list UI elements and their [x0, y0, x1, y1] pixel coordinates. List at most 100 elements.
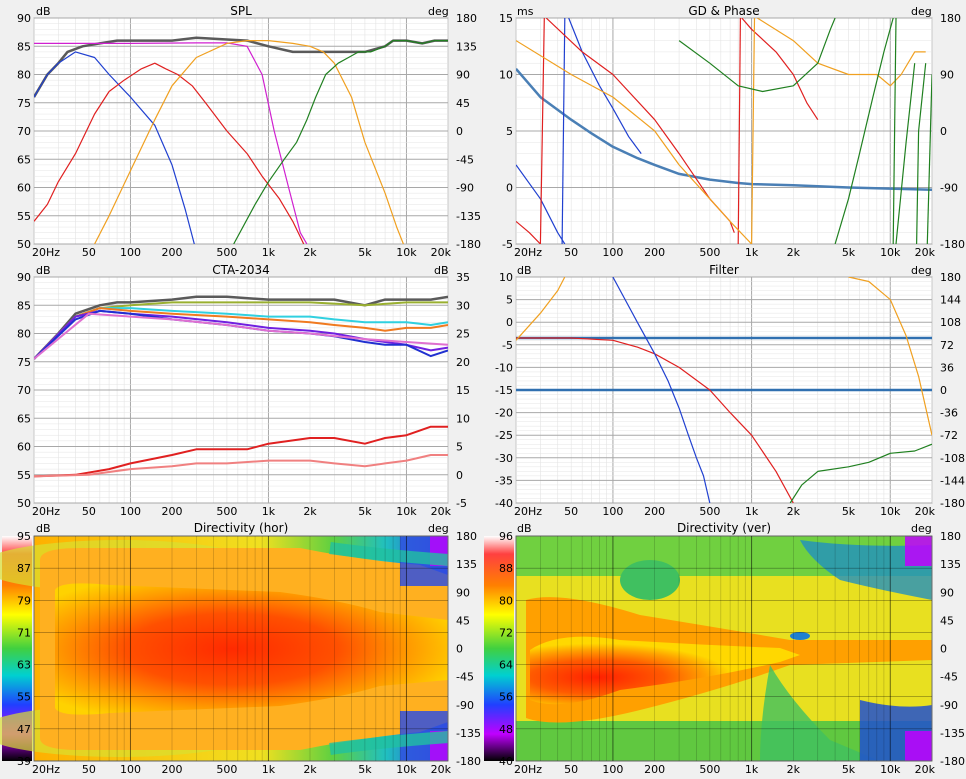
y-left-tick-label: 95 [17, 530, 31, 543]
series-line-0 [516, 67, 932, 192]
y-left-tick-label: 80 [17, 69, 31, 82]
dir-hor-right-unit: deg [428, 522, 449, 535]
x-tick-label: 5k [842, 505, 856, 518]
y-left-tick-label: 0 [506, 316, 513, 329]
cta-series [34, 295, 448, 478]
y-right-tick-label: -180 [940, 497, 965, 510]
x-tick-label: 10k [880, 763, 901, 776]
y-left-tick-label: -5 [502, 238, 513, 251]
gd-left-unit: ms [517, 5, 534, 18]
y-left-tick-label: 79 [17, 594, 31, 607]
x-tick-label: 200 [162, 246, 183, 259]
y-right-tick-label: 45 [456, 97, 470, 110]
x-tick-label: 200 [644, 505, 665, 518]
x-tick-label: 5k [842, 246, 856, 259]
y-right-tick-label: 108 [940, 316, 961, 329]
cta-left-unit: dB [36, 264, 51, 277]
x-tick-label: 500 [216, 763, 237, 776]
y-right-tick-label: 180 [940, 530, 961, 543]
y-left-tick-label: 56 [499, 691, 513, 704]
filter-series [516, 277, 932, 503]
y-left-tick-label: 72 [499, 626, 513, 639]
x-tick-label: 5k [358, 505, 372, 518]
y-right-tick-label: -108 [940, 452, 965, 465]
x-tick-label: 500 [216, 246, 237, 259]
dir-ver-right-unit: deg [911, 522, 932, 535]
cta2034-chart: CTA-2034 dB dB 9085807570656055503530252… [17, 263, 470, 518]
x-tick-label: 100 [120, 505, 141, 518]
x-tick-label: 200 [162, 763, 183, 776]
y-right-tick-label: 144 [940, 294, 961, 307]
x-tick-label: 500 [216, 505, 237, 518]
y-left-tick-label: 47 [17, 723, 31, 736]
dir-hor-heatmap [0, 536, 449, 761]
y-right-tick-label: -135 [456, 210, 481, 223]
y-left-tick-label: 85 [17, 299, 31, 312]
y-right-tick-label: 15 [456, 384, 470, 397]
y-right-tick-label: 90 [456, 69, 470, 82]
x-tick-label: 20Hz [514, 246, 542, 259]
series-line-3 [34, 62, 305, 244]
y-right-tick-label: -180 [456, 755, 481, 768]
y-right-tick-label: 35 [456, 271, 470, 284]
x-tick-label: 50 [82, 763, 96, 776]
x-tick-label: 20Hz [32, 763, 60, 776]
filter-ticks: 1050-5-10-15-20-25-30-35-401801441087236… [495, 271, 965, 518]
y-right-tick-label: 0 [456, 125, 463, 138]
dir-hor-left-unit: dB [36, 522, 51, 535]
x-tick-label: 2k [787, 246, 801, 259]
x-tick-label: 500 [699, 246, 720, 259]
x-tick-label: 50 [564, 246, 578, 259]
x-tick-label: 20k [431, 763, 452, 776]
y-right-tick-label: -5 [456, 497, 467, 510]
y-right-tick-label: 135 [940, 558, 961, 571]
y-right-tick-label: 45 [456, 614, 470, 627]
series-line-15 [895, 63, 916, 244]
x-tick-label: 1k [262, 246, 276, 259]
x-tick-label: 100 [120, 763, 141, 776]
y-left-tick-label: 5 [506, 294, 513, 307]
directivity-hor-chart: Directivity (hor) dB deg 95 87 79 71 63 55 47 3… [0, 521, 481, 776]
x-tick-label: 20k [915, 505, 936, 518]
y-right-tick-label: -90 [456, 182, 474, 195]
x-tick-label: 20k [915, 246, 936, 259]
gd-phase-chart: GD & Phase ms deg 151050-5180900-90-1802… [499, 4, 965, 259]
y-left-tick-label: 85 [17, 40, 31, 53]
y-right-tick-label: 0 [940, 643, 947, 656]
series-line-1 [516, 164, 566, 244]
cta-title: CTA-2034 [212, 263, 270, 277]
x-tick-label: 50 [82, 246, 96, 259]
dir-ver-grid [515, 535, 933, 762]
series-line-3 [612, 277, 711, 503]
filter-right-unit: deg [911, 264, 932, 277]
y-right-tick-label: 36 [940, 361, 954, 374]
y-left-tick-label: 63 [17, 659, 31, 672]
series-line-9 [516, 40, 753, 244]
y-left-tick-label: 75 [17, 356, 31, 369]
y-left-tick-label: 70 [17, 125, 31, 138]
x-tick-label: 1k [262, 763, 276, 776]
spl-title: SPL [230, 4, 252, 18]
spl-left-unit: dB [36, 5, 51, 18]
x-tick-label: 100 [602, 505, 623, 518]
y-left-tick-label: -10 [495, 361, 513, 374]
series-line-0 [34, 295, 448, 360]
x-tick-label: 2k [303, 763, 317, 776]
series-line-14 [892, 18, 897, 244]
y-right-tick-label: -45 [456, 671, 474, 684]
x-tick-label: 1k [262, 505, 276, 518]
y-right-tick-label: 45 [940, 614, 954, 627]
y-right-tick-label: 180 [456, 530, 477, 543]
filter-left-unit: dB [517, 264, 532, 277]
y-left-tick-label: 90 [17, 12, 31, 25]
dir-ver-heatmap [516, 536, 932, 761]
x-tick-label: 5k [358, 763, 372, 776]
series-line-13 [834, 18, 894, 244]
y-right-tick-label: -180 [940, 238, 965, 251]
spl-chart: SPL dB deg 90 85 80 75 70 65 60 55 50 180 135 90 45 0… [17, 4, 481, 259]
series-line-6 [34, 312, 448, 360]
y-right-tick-label: 0 [940, 384, 947, 397]
gd-series [516, 18, 932, 244]
dir-ver-ticks: 96 88 80 72 64 56 48 40 180 135 90 45 0 -45 -90 -135 -18… [499, 530, 965, 776]
